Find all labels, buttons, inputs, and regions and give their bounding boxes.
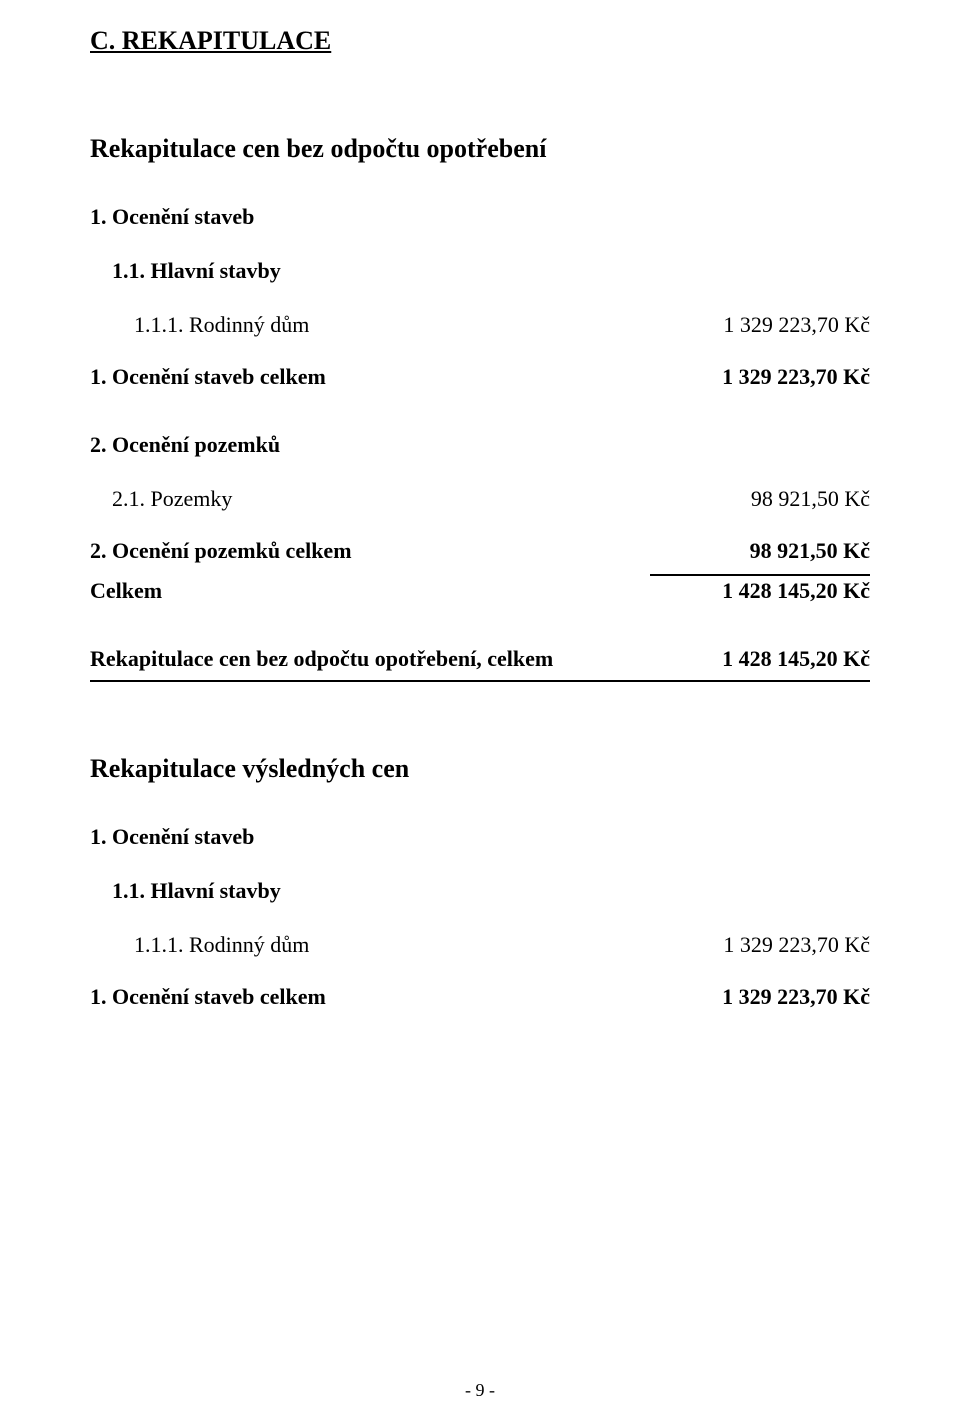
section2-item1-value: 98 921,50 Kč — [751, 486, 870, 512]
grand-total-row: Celkem 1 428 145,20 Kč — [90, 578, 870, 604]
final-section1-sub1: 1.1. Hlavní stavby — [112, 878, 870, 904]
section2-total-row: 2. Ocenění pozemků celkem 98 921,50 Kč — [90, 538, 870, 564]
grand-total-label: Celkem — [90, 578, 162, 604]
section1-total-value: 1 329 223,70 Kč — [722, 364, 870, 390]
final-section1-total-row: 1. Ocenění staveb celkem 1 329 223,70 Kč — [90, 984, 870, 1010]
final-section1-heading: 1. Ocenění staveb — [90, 824, 870, 850]
section2-item1-label: 2.1. Pozemky — [112, 486, 232, 512]
section2-heading: 2. Ocenění pozemků — [90, 432, 870, 458]
section2-item1-row: 2.1. Pozemky 98 921,50 Kč — [112, 486, 870, 512]
grand-total-value: 1 428 145,20 Kč — [722, 578, 870, 604]
final-section1-total-value: 1 329 223,70 Kč — [722, 984, 870, 1010]
recap-no-dep-title: Rekapitulace cen bez odpočtu opotřebení — [90, 134, 870, 164]
final-total-value: 1 428 145,20 Kč — [722, 646, 870, 672]
final-section1-item1-row: 1.1.1. Rodinný dům 1 329 223,70 Kč — [134, 932, 870, 958]
page: C. REKAPITULACE Rekapitulace cen bez odp… — [0, 0, 960, 1425]
section1-sub1: 1.1. Hlavní stavby — [112, 258, 870, 284]
page-number: - 9 - — [0, 1380, 960, 1401]
section1-heading: 1. Ocenění staveb — [90, 204, 870, 230]
final-section1-item1-label: 1.1.1. Rodinný dům — [134, 932, 309, 958]
final-total-row: Rekapitulace cen bez odpočtu opotřebení,… — [90, 646, 870, 676]
section1-item1-label: 1.1.1. Rodinný dům — [134, 312, 309, 338]
section1-item1-value: 1 329 223,70 Kč — [723, 312, 870, 338]
section1-total-label: 1. Ocenění staveb celkem — [90, 364, 326, 390]
section1-total-row: 1. Ocenění staveb celkem 1 329 223,70 Kč — [90, 364, 870, 390]
final-total-label: Rekapitulace cen bez odpočtu opotřebení,… — [90, 646, 553, 672]
final-section1-total-label: 1. Ocenění staveb celkem — [90, 984, 326, 1010]
section2-total-label: 2. Ocenění pozemků celkem — [90, 538, 352, 564]
doc-title: C. REKAPITULACE — [90, 26, 870, 56]
section1-item1-row: 1.1.1. Rodinný dům 1 329 223,70 Kč — [134, 312, 870, 338]
section2-total-value: 98 921,50 Kč — [750, 538, 870, 564]
recap-final-title: Rekapitulace výsledných cen — [90, 754, 870, 784]
final-section1-item1-value: 1 329 223,70 Kč — [723, 932, 870, 958]
rule-right — [90, 574, 870, 576]
